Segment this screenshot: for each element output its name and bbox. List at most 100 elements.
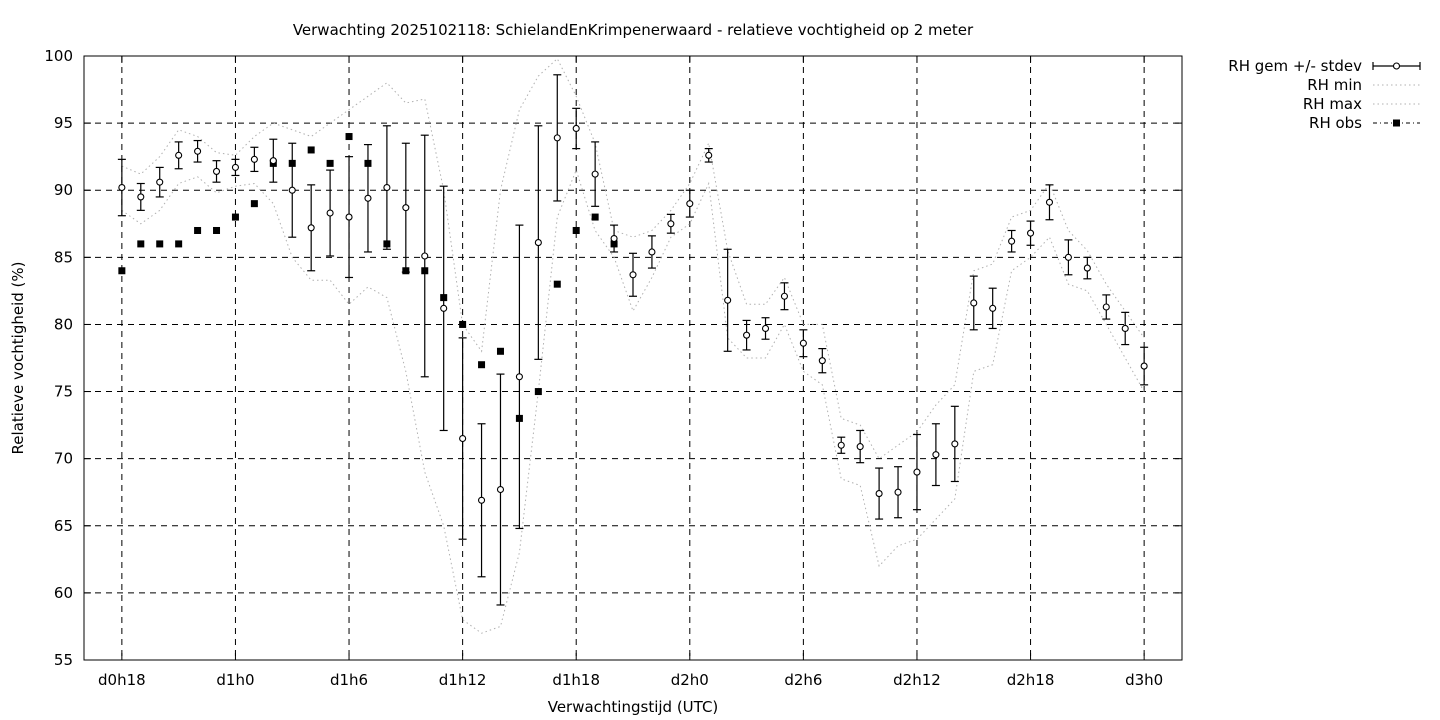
x-tick-label: d0h18 (98, 671, 146, 689)
x-tick-label: d2h0 (671, 671, 709, 689)
obs-point (402, 267, 410, 275)
obs-point (440, 294, 448, 302)
obs-point (213, 226, 221, 234)
mean-point (326, 209, 334, 217)
mean-point (875, 490, 883, 498)
obs-point (231, 213, 239, 221)
obs-point (534, 388, 542, 396)
legend-marker (1393, 119, 1400, 127)
mean-point (1027, 229, 1035, 237)
mean-point (269, 157, 277, 165)
obs-point (326, 159, 334, 167)
mean-point (250, 155, 258, 163)
mean-point (440, 304, 448, 312)
obs-point (496, 347, 504, 355)
mean-point (175, 151, 183, 159)
mean-point (1083, 264, 1091, 272)
mean-point (1008, 237, 1016, 245)
legend-label: RH obs (1309, 114, 1362, 132)
mean-point (194, 147, 202, 155)
legend-label: RH min (1307, 76, 1362, 94)
obs-point (591, 213, 599, 221)
chart-title: Verwachting 2025102118: SchielandEnKrimp… (293, 21, 974, 39)
mean-point (856, 443, 864, 451)
min-max-lines (121, 57, 1145, 634)
mean-point (1140, 362, 1148, 370)
mean-point (951, 440, 959, 448)
y-axis-label: Relatieve vochtigheid (%) (9, 261, 27, 454)
mean-point (118, 183, 126, 192)
mean-point (989, 304, 997, 312)
obs-point (137, 240, 145, 248)
x-tick-label: d1h6 (330, 671, 368, 689)
obs-point (175, 240, 183, 248)
mean-points (118, 124, 1148, 504)
y-tick-label: 100 (44, 47, 73, 65)
mean-point (686, 200, 694, 208)
obs-point (118, 267, 126, 275)
obs-point (194, 226, 202, 234)
obs-point (156, 240, 164, 248)
mean-point (970, 299, 978, 307)
obs-point (610, 240, 618, 248)
mean-point (780, 292, 788, 300)
mean-point (629, 271, 637, 279)
obs-point (421, 267, 429, 275)
mean-point (364, 194, 372, 202)
mean-point (231, 163, 239, 171)
grid-lines (84, 56, 1182, 660)
mean-point (818, 357, 826, 365)
x-tick-label: d1h12 (439, 671, 487, 689)
mean-point (648, 248, 656, 256)
mean-point (1045, 198, 1054, 206)
mean-point (137, 193, 145, 201)
rh-max-line (121, 57, 1145, 460)
x-tick-label: d1h0 (216, 671, 254, 689)
mean-point (478, 496, 486, 504)
y-tick-label: 75 (54, 383, 73, 401)
obs-point (345, 133, 353, 141)
obs-point (553, 280, 561, 288)
x-tick-label: d1h18 (552, 671, 600, 689)
legend-label: RH max (1303, 95, 1362, 113)
y-tick-label: 65 (54, 517, 73, 535)
obs-point (572, 226, 580, 234)
mean-point (1064, 253, 1072, 261)
mean-point (705, 151, 713, 159)
obs-point (383, 240, 391, 248)
mean-point (610, 234, 618, 243)
mean-point (837, 441, 845, 449)
x-tick-label: d2h18 (1007, 671, 1055, 689)
x-tick-label: d3h0 (1125, 671, 1163, 689)
legend-label: RH gem +/- stdev (1228, 57, 1362, 75)
mean-point (761, 324, 770, 333)
y-axis-ticks: 55 60 65 70 75 80 85 90 95 100 (44, 47, 1182, 669)
mean-point (591, 170, 599, 178)
mean-point (402, 204, 410, 212)
mean-point (212, 167, 221, 175)
legend-marker (1392, 62, 1401, 70)
y-tick-label: 95 (54, 114, 73, 132)
y-tick-label: 80 (54, 315, 73, 333)
mean-point (913, 468, 921, 476)
obs-point (288, 159, 296, 167)
mean-point (496, 485, 505, 494)
mean-point (156, 178, 164, 186)
x-axis-ticks: d0h18 d1h0 d1h6 d1h12 d1h18 d2h0 d2h6 d2h12 d2h1… (98, 56, 1163, 689)
mean-point (459, 434, 467, 443)
obs-point (364, 159, 372, 167)
obs-point (250, 200, 258, 208)
mean-point (667, 220, 675, 228)
mean-point (421, 252, 429, 260)
obs-point (515, 414, 523, 422)
mean-point (743, 331, 751, 339)
mean-point (553, 134, 561, 142)
plot-frame (83, 55, 1183, 661)
mean-point (932, 451, 940, 459)
mean-point (515, 373, 523, 381)
y-tick-label: 90 (54, 181, 73, 199)
mean-point (383, 183, 391, 192)
x-tick-label: d2h6 (784, 671, 822, 689)
mean-point (572, 124, 580, 133)
